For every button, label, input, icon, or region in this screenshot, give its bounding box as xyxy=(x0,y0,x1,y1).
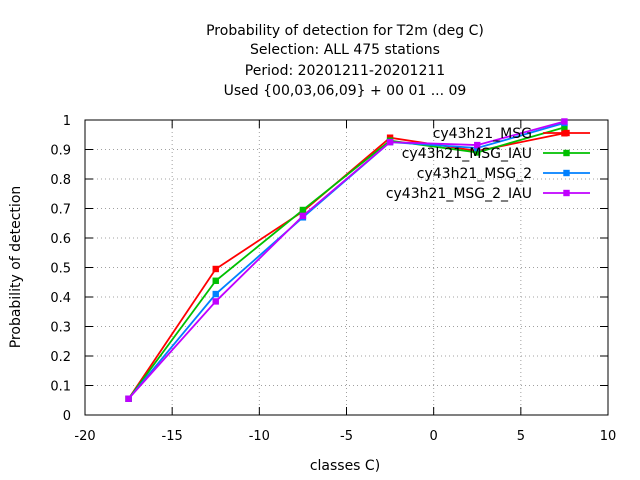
chart-title-line-3: Period: 20201211-20201211 xyxy=(245,63,445,79)
y-tick-label: 0.2 xyxy=(50,350,71,365)
legend-label: cy43h21_MSG_2_IAU xyxy=(386,186,532,202)
data-point xyxy=(299,212,307,220)
x-tick-label: -15 xyxy=(162,429,183,444)
chart-title-line-2: Selection: ALL 475 stations xyxy=(250,42,440,58)
y-tick-label: 0.8 xyxy=(50,173,71,188)
y-axis-label: Probability of detection xyxy=(8,186,24,349)
data-point xyxy=(212,290,219,298)
y-tick-label: 0.6 xyxy=(50,232,71,247)
x-tick-label: 10 xyxy=(600,429,617,444)
legend-label: cy43h21_MSG xyxy=(433,126,532,142)
legend-marker xyxy=(563,169,570,177)
legend-marker xyxy=(563,189,570,197)
series-group xyxy=(125,118,568,402)
chart-title-line-4: Used {00,03,06,09} + 00 01 ... 09 xyxy=(224,83,467,99)
data-point xyxy=(212,265,219,273)
y-tick-label: 0.1 xyxy=(50,380,71,395)
grid-lines xyxy=(85,120,608,415)
x-tick-label: -10 xyxy=(249,429,270,444)
data-point xyxy=(561,124,568,131)
x-tick-label: 5 xyxy=(517,429,525,444)
y-tick-label: 0.5 xyxy=(50,262,71,277)
series-line xyxy=(127,120,565,400)
legend-marker xyxy=(563,149,570,157)
y-tick-label: 1 xyxy=(63,114,71,129)
data-point xyxy=(474,149,481,156)
axes: -20 -15 -10 -5 0 5 10 0 0.1 0.2 0.3 0.4 0.5 0.6 0.7 0.8… xyxy=(50,114,616,444)
y-tick-label: 0.4 xyxy=(50,291,71,306)
data-point xyxy=(474,141,481,149)
y-tick-label: 0.3 xyxy=(50,321,71,336)
data-point xyxy=(386,138,394,146)
data-point xyxy=(125,395,132,402)
data-point xyxy=(561,118,568,125)
data-point xyxy=(212,277,219,284)
legend-marker xyxy=(563,129,570,137)
x-tick-label: -20 xyxy=(74,429,95,444)
y-tick-label: 0.9 xyxy=(50,144,71,159)
x-tick-label: 0 xyxy=(430,429,438,444)
data-point xyxy=(299,206,307,214)
legend-label: cy43h21_MSG_IAU xyxy=(402,146,532,162)
series-line xyxy=(127,126,565,400)
legend: cy43h21_MSG cy43h21_MSG_IAU cy43h21_MSG_2c… xyxy=(386,126,590,202)
y-tick-label: 0.7 xyxy=(50,203,71,218)
chart-title-group: Probability of detection for T2m (deg C)… xyxy=(206,23,484,99)
x-axis-label: classes C) xyxy=(310,458,380,474)
x-tick-label: -5 xyxy=(340,429,353,444)
chart-title-line-1: Probability of detection for T2m (deg C) xyxy=(206,23,484,39)
legend-label: cy43h21_MSG_2 xyxy=(417,166,532,182)
data-point xyxy=(212,298,219,305)
y-tick-label: 0 xyxy=(63,409,71,424)
